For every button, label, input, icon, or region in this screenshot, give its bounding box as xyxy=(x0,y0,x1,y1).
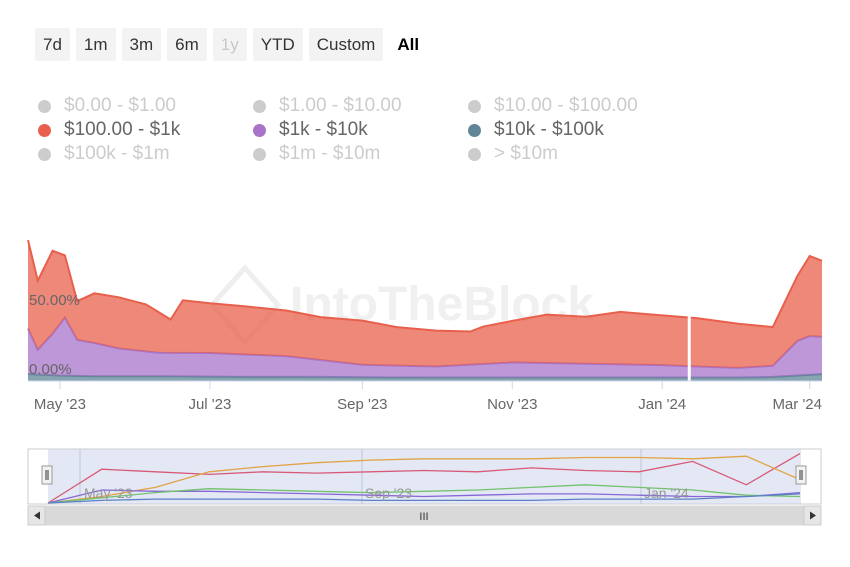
legend-item[interactable]: $0.00 - $1.00 xyxy=(38,95,176,117)
y-tick-label: 50.00% xyxy=(29,292,80,309)
navigator-series-line xyxy=(47,453,801,504)
x-tick-label: Sep '23 xyxy=(337,396,387,413)
legend-label: $1.00 - $10.00 xyxy=(279,95,402,116)
legend-label: $0.00 - $1.00 xyxy=(64,95,176,116)
range-button-all[interactable]: All xyxy=(389,28,428,61)
navigator-series-line xyxy=(47,455,801,504)
legend-marker-icon xyxy=(253,99,266,113)
navigator-handle-left[interactable] xyxy=(41,465,53,485)
x-tick-label: Jan '24 xyxy=(638,396,686,413)
y-axis-labels: 0.00% 50.00% xyxy=(29,292,80,378)
legend-marker-icon xyxy=(468,147,481,161)
plot-areas xyxy=(27,239,823,381)
legend-marker-icon xyxy=(253,147,266,161)
legend-label: $10.00 - $100.00 xyxy=(494,95,638,116)
legend-marker-icon xyxy=(468,123,481,137)
x-tick-label: Mar '24 xyxy=(772,396,822,413)
navigator-axis-labels: May '23 Sep '23 Jan '24 xyxy=(84,485,689,501)
navigator-handle-right[interactable] xyxy=(795,465,807,485)
range-button-1m[interactable]: 1m xyxy=(75,28,116,61)
legend-marker-icon xyxy=(38,147,51,161)
navigator-x-label: May '23 xyxy=(84,485,133,501)
navigator-lines xyxy=(47,453,801,504)
scroll-left-arrow-icon xyxy=(34,511,40,520)
navigator[interactable]: May '23 Sep '23 Jan '24 III xyxy=(0,440,850,530)
x-tick-label: Nov '23 xyxy=(487,396,537,413)
scrollbar-thumb[interactable] xyxy=(45,506,804,525)
scroll-right-arrow-icon xyxy=(810,511,816,520)
navigator-series-line xyxy=(47,493,801,504)
range-selector: 7d 1m 3m 6m 1y YTD Custom All xyxy=(35,28,428,61)
scrollbar-grip-icon: III xyxy=(419,511,428,523)
range-button-1y: 1y xyxy=(212,28,247,61)
legend-marker-icon xyxy=(253,123,266,137)
range-button-7d[interactable]: 7d xyxy=(35,28,70,61)
legend-item[interactable]: $10.00 - $100.00 xyxy=(468,95,638,117)
range-button-custom[interactable]: Custom xyxy=(308,28,384,61)
legend-marker-icon xyxy=(38,99,51,113)
area-series xyxy=(28,317,822,378)
legend-item[interactable]: $1k - $10k xyxy=(253,119,368,141)
legend-label: $1k - $10k xyxy=(279,119,368,140)
series-line xyxy=(27,239,823,333)
x-axis: May '23 Jul '23 Sep '23 Nov '23 Jan '24 Mar '… xyxy=(34,381,822,413)
legend-label: $100k - $1m xyxy=(64,143,170,164)
main-chart: IntoTheBlock 0.00%50.00% May '23 Jul '23 S… xyxy=(27,239,823,413)
legend-item[interactable]: $100k - $1m xyxy=(38,143,170,165)
range-button-6m[interactable]: 6m xyxy=(167,28,207,61)
navigator-series-line xyxy=(47,484,801,504)
legend-item[interactable]: $1.00 - $10.00 xyxy=(253,95,402,117)
x-tick-label: Jul '23 xyxy=(188,396,231,413)
area-series xyxy=(28,240,822,368)
navigator-x-label: Jan '24 xyxy=(644,485,689,501)
legend-item[interactable]: > $10m xyxy=(468,143,558,165)
legend-item[interactable]: $10k - $100k xyxy=(468,119,604,141)
navigator-scrollbar[interactable]: III xyxy=(27,505,822,526)
legend-label: $10k - $100k xyxy=(494,119,604,140)
legend-item[interactable]: $100.00 - $1k xyxy=(38,119,180,141)
legend-marker-icon xyxy=(468,99,481,113)
legend-label: $100.00 - $1k xyxy=(64,119,181,140)
y-tick-label: 0.00% xyxy=(29,361,72,378)
legend-marker-icon xyxy=(38,123,51,137)
range-button-ytd[interactable]: YTD xyxy=(252,28,303,61)
legend-label: $1m - $10m xyxy=(279,143,381,164)
x-tick-label: May '23 xyxy=(34,396,86,413)
range-button-3m[interactable]: 3m xyxy=(121,28,162,61)
legend-item[interactable]: $1m - $10m xyxy=(253,143,380,165)
legend-label: > $10m xyxy=(494,143,558,164)
navigator-x-label: Sep '23 xyxy=(365,485,412,501)
